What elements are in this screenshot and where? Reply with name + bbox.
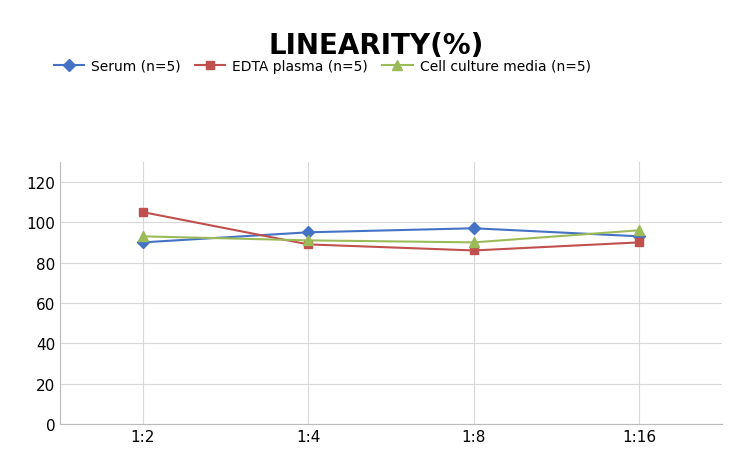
- Serum (n=5): [635, 234, 644, 239]
- EDTA plasma (n=5): [138, 210, 147, 216]
- EDTA plasma (n=5): [635, 240, 644, 245]
- Line: Serum (n=5): Serum (n=5): [138, 225, 644, 247]
- Line: Cell culture media (n=5): Cell culture media (n=5): [138, 226, 644, 248]
- Cell culture media (n=5): [635, 228, 644, 234]
- Text: LINEARITY(%): LINEARITY(%): [268, 32, 484, 60]
- Line: EDTA plasma (n=5): EDTA plasma (n=5): [138, 208, 644, 255]
- Serum (n=5): [138, 240, 147, 245]
- EDTA plasma (n=5): [469, 248, 478, 253]
- Serum (n=5): [469, 226, 478, 231]
- Cell culture media (n=5): [469, 240, 478, 245]
- EDTA plasma (n=5): [304, 242, 313, 248]
- Cell culture media (n=5): [304, 238, 313, 244]
- Serum (n=5): [304, 230, 313, 235]
- Legend: Serum (n=5), EDTA plasma (n=5), Cell culture media (n=5): Serum (n=5), EDTA plasma (n=5), Cell cul…: [54, 60, 590, 74]
- Cell culture media (n=5): [138, 234, 147, 239]
